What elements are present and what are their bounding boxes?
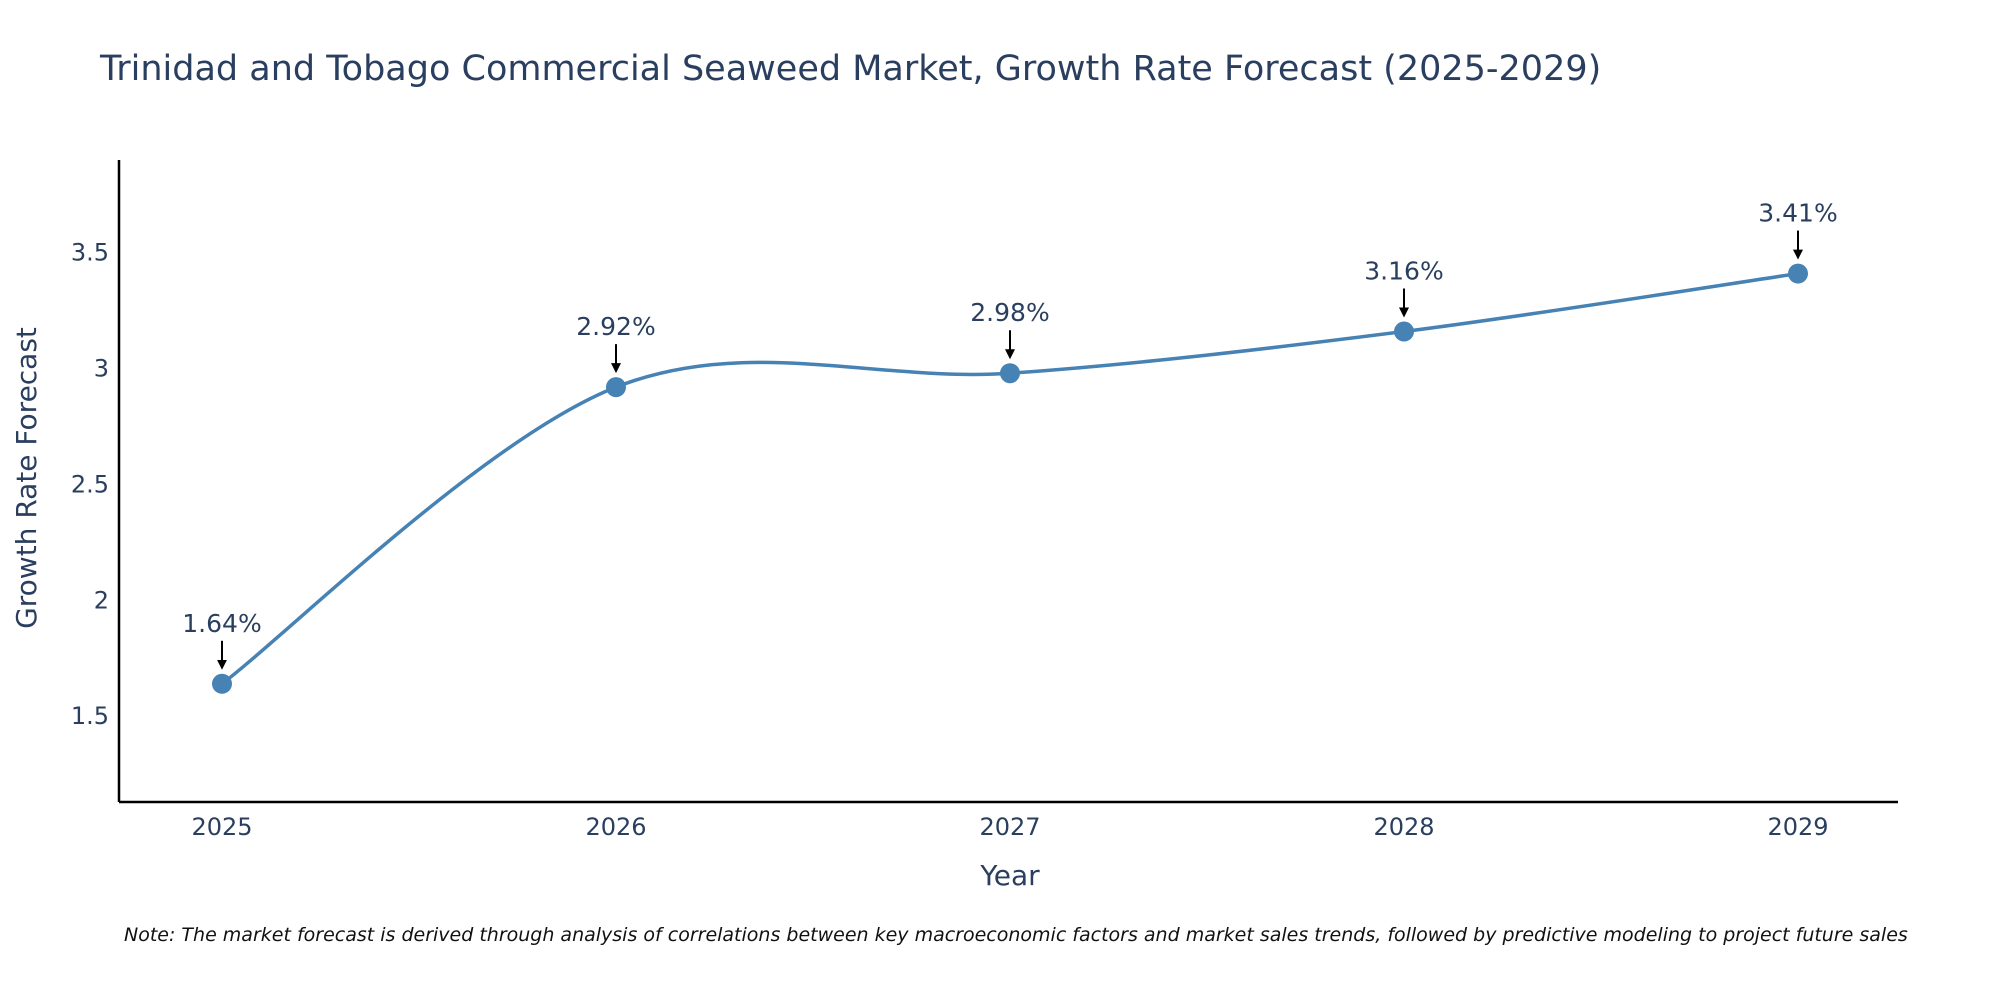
data-point [212,673,232,694]
y-tick-label: 2 [94,586,109,614]
x-axis-title: Year [979,859,1040,892]
plot-area: 1.5 2 2.5 3 3.5 2025 2026 2027 2028 2029 1.64% 2.92… [71,160,1898,841]
x-tick-label: 2025 [191,813,252,841]
data-label: 3.16% [1364,257,1443,286]
y-tick-label: 3.5 [71,239,109,267]
x-tick-label: 2028 [1373,813,1434,841]
series-line [220,271,1799,686]
x-tick-label: 2029 [1767,813,1828,841]
data-label: 1.64% [182,609,261,638]
y-axis-title: Growth Rate Forecast [10,327,43,629]
x-tick-label: 2026 [585,813,646,841]
data-label: 3.41% [1758,199,1837,228]
footnote: Note: The market forecast is derived thr… [124,924,1908,946]
data-point [606,377,626,398]
data-point [1788,263,1808,284]
chart-title: Trinidad and Tobago Commercial Seaweed M… [99,49,1601,89]
data-point [1000,363,1020,384]
x-tick-label: 2027 [979,813,1040,841]
y-tick-label: 2.5 [71,470,109,498]
data-label: 2.92% [576,312,655,341]
data-point [1394,321,1414,342]
y-tick-label: 3 [94,355,109,383]
data-label: 2.98% [970,298,1049,327]
y-tick-label: 1.5 [71,702,109,730]
